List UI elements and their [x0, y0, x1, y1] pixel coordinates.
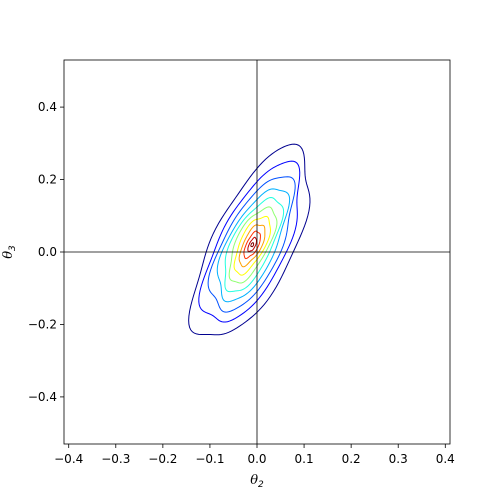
y-tick-label: −0.2	[28, 317, 57, 331]
y-tick-label: 0.2	[38, 173, 57, 187]
x-tick-label: 0.3	[389, 452, 408, 466]
contour-level-5	[224, 196, 285, 293]
x-tick-label: 0.4	[436, 452, 455, 466]
contour-level-1	[188, 143, 311, 336]
x-tick-label: −0.1	[195, 452, 224, 466]
x-tick-label: 0.0	[247, 452, 266, 466]
contour-lines	[188, 143, 311, 336]
x-tick-label: −0.2	[148, 452, 177, 466]
contour-level-7	[233, 215, 271, 276]
x-tick-label: −0.4	[54, 452, 83, 466]
y-tick-label: 0.4	[38, 100, 57, 114]
contour-level-8	[238, 224, 266, 268]
y-tick-label: 0.0	[38, 245, 57, 259]
y-axis-ticks: −0.4 −0.2 0.0 0.2 0.4	[28, 100, 64, 404]
y-axis-label: θ3	[1, 245, 18, 259]
x-axis-label: θ2	[250, 473, 264, 490]
x-tick-label: 0.2	[342, 452, 361, 466]
contour-level-2	[198, 160, 301, 323]
x-tick-label: 0.1	[295, 452, 314, 466]
contour-level-3	[207, 176, 296, 313]
contour-level-4	[216, 188, 291, 303]
y-tick-label: −0.4	[28, 390, 57, 404]
contour-level-11	[250, 242, 255, 248]
x-tick-label: −0.3	[101, 452, 130, 466]
x-axis-ticks: −0.4 −0.3 −0.2 −0.1 0.0 0.1 0.2 0.3 0.4	[54, 444, 455, 466]
contour-level-6	[228, 206, 278, 284]
contour-level-9	[243, 230, 261, 260]
